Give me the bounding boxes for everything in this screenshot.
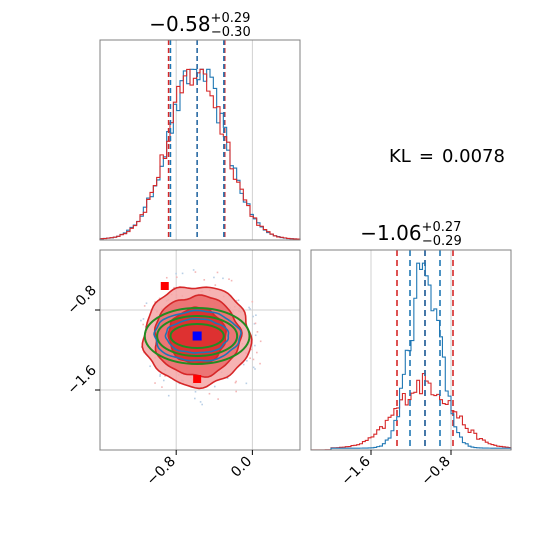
sample-point [259,362,261,365]
sample-point [248,306,250,309]
panel-title: −0.58+0.29 −0.30 [149,11,250,40]
sample-point [164,375,166,377]
marker-point-truth [192,331,202,341]
sample-point [145,302,148,305]
sample-point [142,318,145,320]
sample-point [254,344,256,347]
sample-point [192,269,195,271]
marker-point-a [160,282,169,290]
sample-point [254,322,257,325]
sample-point [222,277,224,280]
sample-point [250,348,253,351]
sample-point [249,357,251,360]
histogram-param-1: −0.58+0.29 −0.30 [99,11,301,241]
sample-point [228,278,230,280]
sample-point [158,297,161,300]
sample-point [161,386,163,388]
sample-point [216,271,219,274]
sample-point [226,377,229,379]
sample-point [199,401,202,403]
y-tick-label: −0.8 [65,282,100,317]
sample-point [208,392,211,395]
x-tick-label: −0.8 [144,454,179,489]
axes-frame [310,249,512,451]
sample-point [251,300,254,303]
sample-point [252,315,254,318]
sample-point [203,279,206,281]
x-tick-label: 0.0 [228,454,255,481]
sample-point [173,286,175,289]
panel-title: −1.06+0.27 −0.29 [360,220,461,249]
sample-point [246,360,248,362]
sample-point [165,276,168,279]
marker-point-a [193,375,202,383]
sample-point [256,351,258,354]
sample-point [213,276,215,279]
sample-point [217,398,219,400]
sample-point [235,380,237,383]
sample-point [149,365,151,368]
kl-annotation: KL = 0.0078 [389,146,505,167]
sample-point [253,323,256,325]
sample-point [259,340,262,343]
sample-point [154,382,156,384]
sample-point [167,394,170,397]
sample-point [252,358,255,361]
histogram-series-b [311,262,512,451]
axes-frame [99,249,301,451]
sample-point [235,390,237,393]
sample-point [142,323,144,326]
sample-point [252,366,255,369]
x-tick-label: −1.6 [338,453,373,488]
sample-point [235,299,238,302]
sample-point [214,284,217,286]
sample-point [254,334,257,337]
sample-point [237,299,240,302]
sample-point [254,368,256,370]
sample-point [249,308,251,310]
sample-point [230,279,233,282]
sample-point [194,397,196,400]
sample-point [175,276,178,279]
histogram-series-a [310,373,512,451]
sample-point [201,403,203,406]
y-tick-label: −1.6 [65,362,100,397]
contour-level-b [164,317,230,354]
sample-point [194,390,197,393]
sample-point [143,305,146,307]
sample-point [159,375,161,377]
sample-point [194,271,197,273]
contour-level-b [153,309,242,362]
sample-point [181,272,184,275]
histogram-series-a [99,68,301,240]
sample-point [159,373,162,376]
fit-ellipse [169,323,225,349]
histogram-series-b [99,68,301,240]
sample-point [245,382,248,385]
histogram-param-2: −1.06+0.27 −0.29 −1.6 −0.8 [310,220,512,489]
axes-frame [99,39,301,241]
joint-contour-panel: −0.8 0.0 −1.6 −0.8 [65,249,301,489]
sample-point [140,319,142,322]
sample-point [255,314,257,317]
sample-point [154,301,156,303]
sample-point [256,331,259,333]
x-tick-label: −0.8 [418,454,453,489]
sample-point [213,385,216,388]
sample-point [175,272,177,275]
sample-point [234,381,237,384]
fit-ellipse [143,307,251,365]
sample-point [162,379,165,382]
fit-ellipse [156,315,239,357]
sample-point [242,363,245,366]
